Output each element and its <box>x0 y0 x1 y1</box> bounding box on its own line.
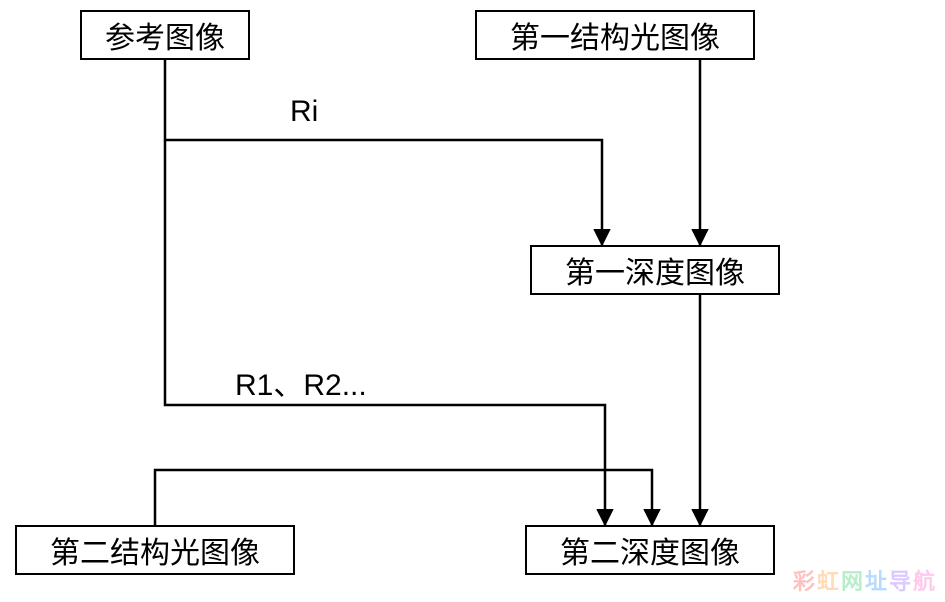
node-second-struct-label: 第二结构光图像 <box>50 528 260 572</box>
edge-label-r1r2-text: R1、R2... <box>235 369 367 402</box>
node-first-depth: 第一深度图像 <box>530 245 780 295</box>
watermark-char-1: 彩 <box>793 569 817 594</box>
node-ref-image-label: 参考图像 <box>105 13 225 57</box>
watermark-char-6: 航 <box>913 569 937 594</box>
node-second-depth: 第二深度图像 <box>525 525 775 575</box>
edge-label-ri-text: Ri <box>290 95 318 128</box>
node-second-struct: 第二结构光图像 <box>15 525 295 575</box>
edge-label-r1r2: R1、R2... <box>235 360 367 404</box>
edge-ref-to-second-depth <box>165 140 605 525</box>
watermark-char-5: 导 <box>889 569 913 594</box>
edges-layer <box>0 0 945 602</box>
watermark-char-3: 网 <box>841 569 865 594</box>
watermark-char-4: 址 <box>865 569 889 594</box>
node-first-struct: 第一结构光图像 <box>475 10 755 60</box>
node-ref-image: 参考图像 <box>80 10 250 60</box>
node-second-depth-label: 第二深度图像 <box>560 528 740 572</box>
edge-secondstruct-to-seconddepth <box>155 470 652 525</box>
watermark-char-2: 虹 <box>817 569 841 594</box>
watermark: 彩虹网址导航 <box>793 564 937 596</box>
edge-ref-to-first-depth <box>165 60 602 245</box>
node-first-depth-label: 第一深度图像 <box>565 248 745 292</box>
node-first-struct-label: 第一结构光图像 <box>510 13 720 57</box>
edge-label-ri: Ri <box>290 95 318 129</box>
